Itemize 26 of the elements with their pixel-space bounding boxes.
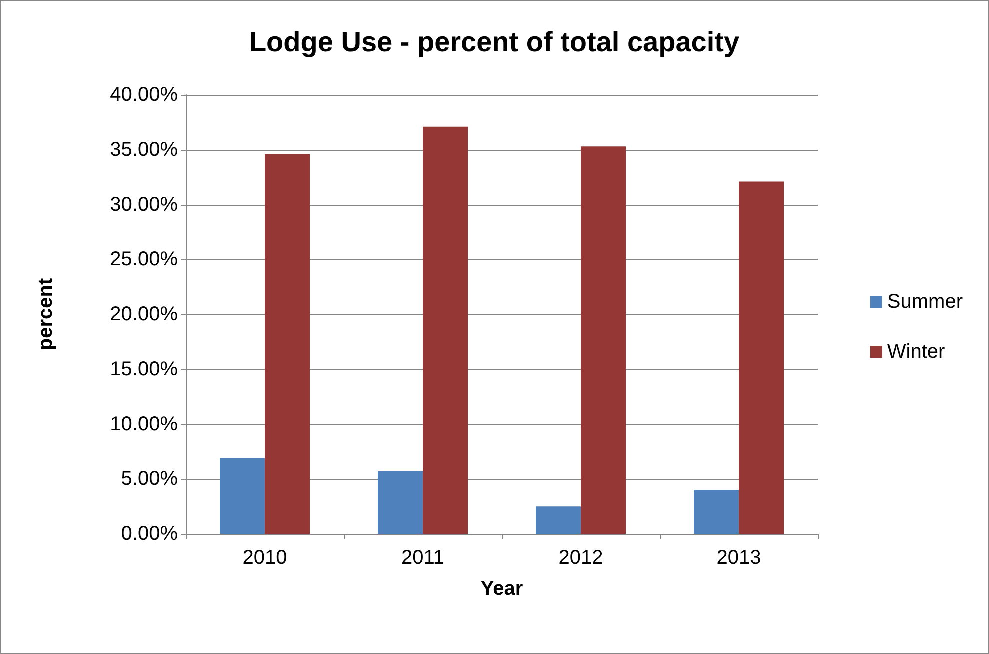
y-tick-label: 20.00% — [110, 304, 178, 326]
bar — [581, 146, 626, 534]
bar — [423, 126, 468, 534]
x-tick-label: 2012 — [558, 547, 604, 569]
y-tick-label: 10.00% — [110, 413, 178, 436]
bar — [220, 458, 265, 534]
y-tick-label: 5.00% — [121, 468, 178, 490]
y-tick-label: 25.00% — [110, 248, 178, 271]
bar — [739, 182, 784, 534]
x-axis-title: Year — [480, 578, 524, 600]
y-tick-label: 40.00% — [110, 84, 178, 106]
bar — [265, 154, 310, 534]
y-axis-title: percent — [35, 278, 57, 351]
legend-label: Winter — [887, 341, 946, 363]
y-tick-label: 15.00% — [110, 358, 178, 380]
chart-title: Lodge Use - percent of total capacity — [249, 26, 740, 58]
legend-label: Summer — [887, 291, 964, 313]
y-tick-label: 35.00% — [110, 138, 178, 161]
bar — [378, 471, 423, 534]
bar — [536, 506, 581, 534]
x-tick-label: 2011 — [401, 547, 445, 569]
x-tick-label: 2013 — [716, 547, 762, 569]
y-tick-label: 30.00% — [110, 194, 178, 216]
bar — [694, 490, 739, 534]
x-tick-label: 2010 — [242, 547, 288, 569]
y-tick-label: 0.00% — [121, 523, 178, 545]
